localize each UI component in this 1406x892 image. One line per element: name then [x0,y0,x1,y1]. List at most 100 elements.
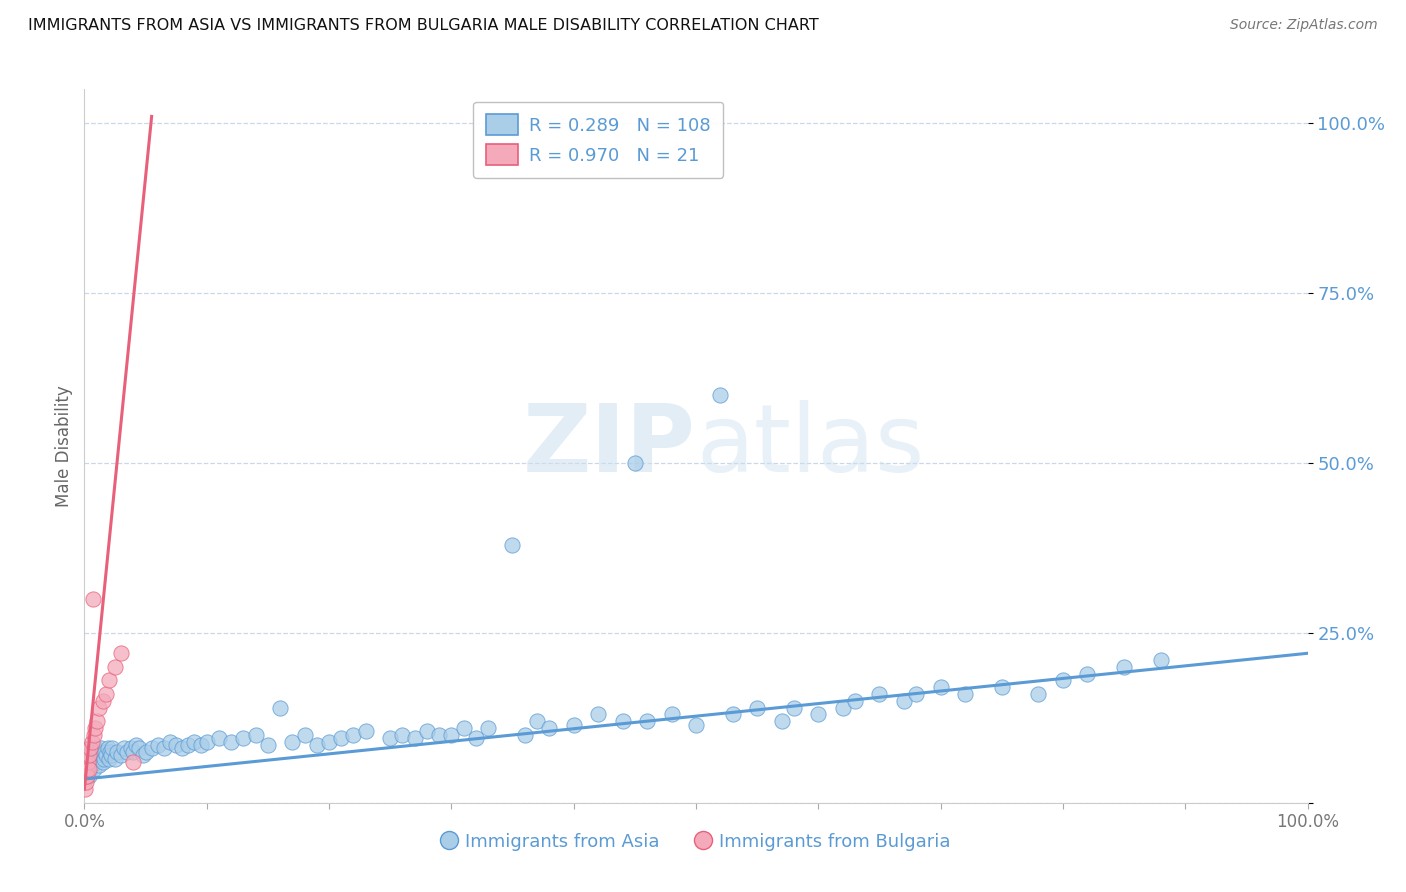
Point [90,741,112,756]
Point [80,734,103,748]
Point [84,751,107,765]
Point [281,734,304,748]
Point [991,680,1014,694]
Point [87,700,110,714]
Point [305,738,328,752]
Point [477,721,499,735]
Point [453,721,475,735]
Text: atlas: atlas [696,400,924,492]
Point [141,741,163,756]
Text: IMMIGRANTS FROM ASIA VS IMMIGRANTS FROM BULGARIA MALE DISABILITY CORRELATION CHA: IMMIGRANTS FROM ASIA VS IMMIGRANTS FROM … [28,18,818,33]
Point [807,707,830,722]
Point [1052,673,1074,688]
Point [110,748,132,763]
Point [354,724,377,739]
Point [844,694,866,708]
Point [929,680,952,694]
Point [294,728,316,742]
Point [104,751,127,765]
Point [232,731,254,746]
Point [1076,666,1098,681]
Point [76,755,98,769]
Point [115,745,138,759]
Point [1150,653,1173,667]
Point [770,714,793,729]
Point [84,721,107,735]
Point [538,721,561,735]
Point [112,741,135,756]
Point [79,755,101,769]
Point [380,731,402,746]
Point [208,731,231,746]
Point [195,734,218,748]
Point [97,751,120,765]
Point [586,707,609,722]
Point [330,731,353,746]
Point [183,734,205,748]
Point [77,762,100,776]
Y-axis label: Male Disability: Male Disability [55,385,73,507]
Point [82,591,104,606]
Point [120,741,142,756]
Point [86,714,108,729]
Point [84,741,107,756]
Point [391,728,413,742]
Point [77,755,100,769]
Point [165,738,187,752]
Point [87,745,110,759]
Point [100,748,122,763]
Point [153,741,176,756]
Point [685,717,707,731]
Point [1028,687,1050,701]
Point [562,717,585,731]
Point [612,714,634,729]
Point [747,700,769,714]
Point [82,745,104,759]
Point [79,741,101,756]
Point [636,714,658,729]
Point [427,728,450,742]
Point [122,745,145,759]
Point [661,707,683,722]
Point [93,751,115,765]
Point [86,745,108,759]
Point [125,738,148,752]
Point [79,762,101,776]
Point [404,731,426,746]
Point [75,775,97,789]
Point [624,456,647,470]
Point [87,758,110,772]
Point [245,728,267,742]
Point [110,646,132,660]
Point [122,755,145,769]
Point [89,751,111,765]
Point [104,660,127,674]
Point [76,762,98,776]
Point [82,755,104,769]
Point [83,728,105,742]
Point [77,758,100,772]
Point [257,738,280,752]
Point [75,769,97,783]
Point [77,748,100,763]
Point [77,748,100,763]
Point [893,694,915,708]
Point [96,748,118,763]
Point [440,728,463,742]
Point [91,694,114,708]
Point [526,714,548,729]
Text: ZIP: ZIP [523,400,696,492]
Point [869,687,891,701]
Point [105,745,128,759]
Point [269,700,291,714]
Point [190,738,212,752]
Point [128,741,150,756]
Point [831,700,853,714]
Point [98,745,121,759]
Point [502,537,524,551]
Point [73,782,96,797]
Point [97,673,120,688]
Point [709,388,731,402]
Point [87,748,110,763]
Point [464,731,486,746]
